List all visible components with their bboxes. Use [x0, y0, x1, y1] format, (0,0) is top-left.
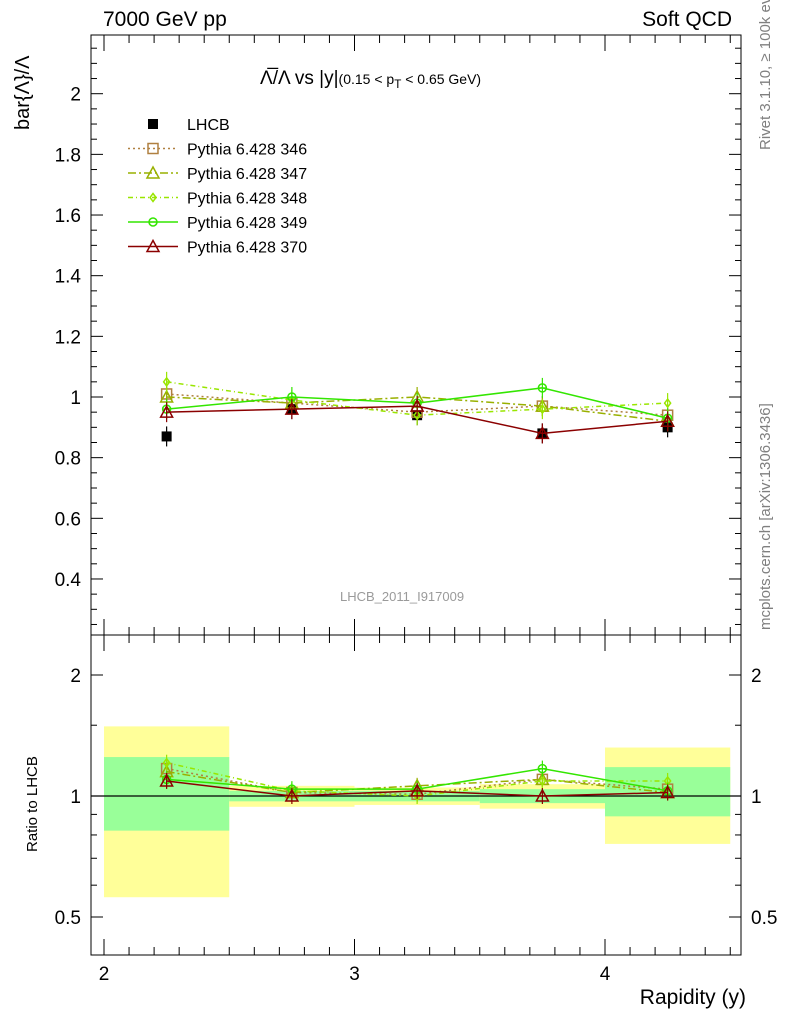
legend-marker	[148, 119, 158, 129]
header-process-label: Soft QCD	[642, 8, 732, 31]
main-y-tick-label: 2	[70, 85, 81, 106]
ratio-data-point	[409, 783, 425, 797]
main-data-point	[284, 401, 300, 415]
legend-item: Pythia 6.428 346	[128, 142, 307, 159]
ratio-data-point	[162, 757, 171, 768]
ratio-y-tick-label: 2	[70, 666, 81, 687]
header-energy-label: 7000 GeV pp	[103, 8, 227, 31]
main-y-tick-label: 1	[70, 388, 81, 409]
main-y-tick-label: 0.4	[55, 570, 82, 591]
legend-label: LHCB	[187, 117, 230, 134]
legend-marker	[145, 165, 161, 179]
plot-title: Λ̅/Λ vs |y|(0.15 < pT < 0.65 GeV)	[260, 68, 481, 91]
main-data-point	[162, 376, 171, 388]
main-y-tick-label: 1.2	[55, 327, 81, 348]
legend-label: Pythia 6.428 347	[187, 166, 307, 183]
ratio-y-tick-label-right: 0.5	[751, 908, 777, 929]
main-data-point	[161, 431, 172, 442]
x-tick-label: 4	[600, 964, 611, 985]
ratio-data-point	[413, 790, 422, 802]
x-tick-label: 3	[349, 964, 360, 985]
ratio-y-tick-label-right: 2	[751, 666, 762, 687]
main-data-point	[159, 404, 174, 418]
main-y-tick-label: 0.6	[55, 509, 81, 530]
plot-title-main: Λ̅/Λ vs |y|	[260, 68, 339, 89]
main-data-point	[413, 409, 422, 421]
x-tick-label: 2	[99, 964, 110, 985]
ratio-y-tick-label-right: 1	[751, 787, 762, 808]
ratio-data-point	[660, 784, 675, 799]
legend-marker	[145, 238, 161, 253]
ratio-data-point	[284, 788, 300, 802]
legend-marker	[149, 192, 157, 203]
main-y-tick-label: 1.4	[55, 267, 82, 288]
plot-title-sub: (0.15 < pT < 0.65 GeV)	[338, 71, 482, 91]
main-data-point	[660, 413, 675, 428]
main-data-point	[409, 398, 425, 412]
legend-item: Pythia 6.428 370	[128, 240, 307, 257]
main-data-point	[663, 397, 672, 409]
legend-label: Pythia 6.428 349	[187, 215, 307, 232]
main-y-tick-label: 1.8	[55, 145, 81, 166]
main-data-point	[538, 403, 547, 415]
ratio-y-tick-label: 0.5	[55, 908, 81, 929]
legend-label: Pythia 6.428 346	[187, 142, 307, 159]
analysis-watermark: LHCB_2011_I917009	[340, 589, 465, 604]
main-data-point	[535, 425, 550, 440]
ratio-y-tick-label: 1	[70, 787, 81, 808]
legend-item: Pythia 6.428 347	[128, 166, 307, 183]
legend-label: Pythia 6.428 348	[187, 191, 307, 208]
legend-item: LHCB	[187, 117, 230, 134]
ratio-data-point	[159, 773, 174, 787]
x-axis-label: Rapidity (y)	[639, 986, 746, 1009]
legend-label: Pythia 6.428 370	[187, 240, 307, 257]
main-y-tick-label: 0.8	[55, 449, 81, 470]
legend-item: Pythia 6.428 348	[128, 191, 307, 208]
ratio-series-line	[166, 767, 668, 796]
ratio-plot-frame	[90, 634, 742, 956]
legend-marker	[147, 142, 159, 155]
ratio-data-point	[538, 775, 547, 787]
ratio-data-point	[535, 788, 550, 802]
main-y-tick-label: 1.6	[55, 206, 81, 227]
legend-item: Pythia 6.428 349	[128, 215, 307, 232]
